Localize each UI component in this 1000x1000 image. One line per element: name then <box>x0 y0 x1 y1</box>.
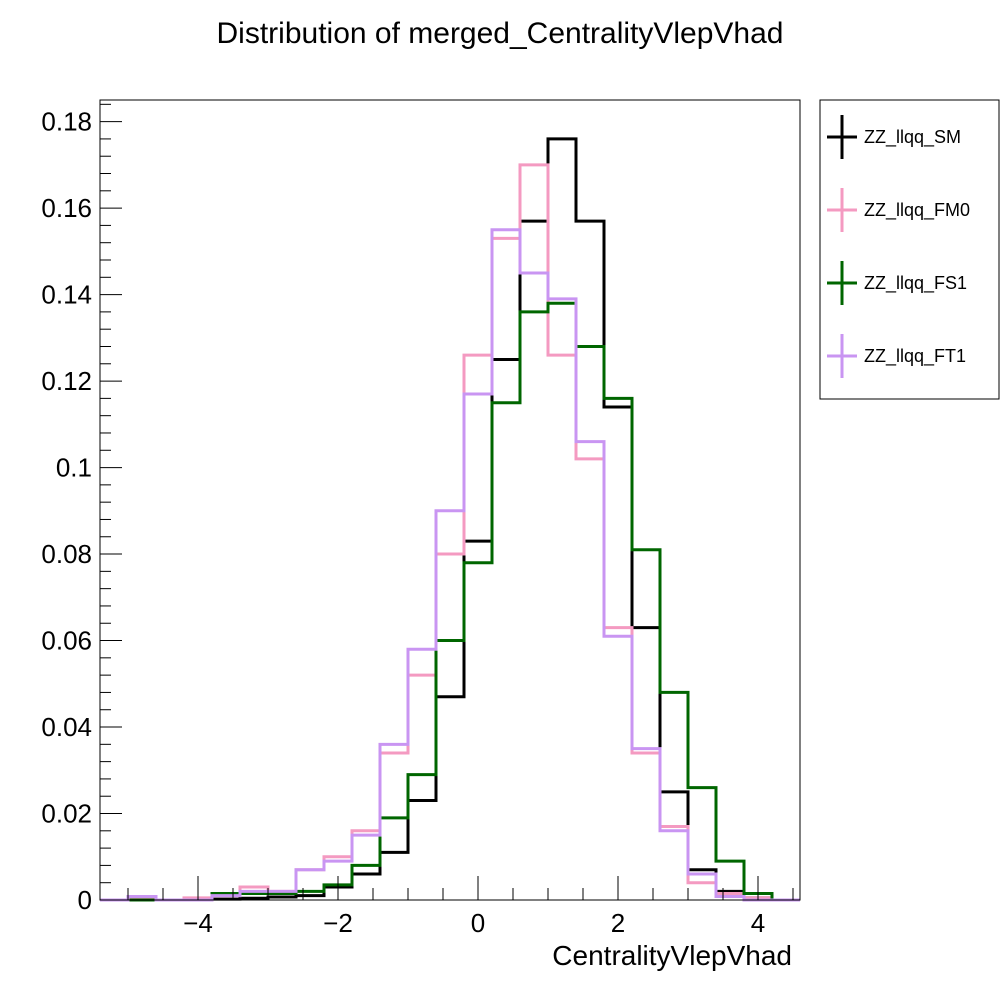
x-tick-label: −4 <box>183 908 213 938</box>
y-tick-label: 0.06 <box>41 626 92 656</box>
x-tick-label: 0 <box>471 908 485 938</box>
y-tick-label: 0.1 <box>56 453 92 483</box>
chart-title: Distribution of merged_CentralityVlepVha… <box>217 17 784 50</box>
series-line-ZZ_llqq_FM0 <box>100 163 800 902</box>
plot-area <box>100 137 800 902</box>
y-tick-label: 0.18 <box>41 107 92 137</box>
legend-entry: ZZ_llqq_FT1 <box>827 334 966 378</box>
legend-label: ZZ_llqq_FT1 <box>864 346 966 367</box>
legend-entry: ZZ_llqq_SM <box>827 115 961 159</box>
y-tick-label: 0.16 <box>41 193 92 223</box>
series-line-ZZ_llqq_SM <box>100 137 800 902</box>
y-tick-label: 0.04 <box>41 712 92 742</box>
series-line-ZZ_llqq_FS1 <box>100 301 800 902</box>
y-tick-label: 0.08 <box>41 539 92 569</box>
legend-entry: ZZ_llqq_FS1 <box>827 261 967 305</box>
axes: 0 0.02 0.04 0.06 0.08 0.1 0.12 0.14 0.16 0.18 −4 −2… <box>41 103 794 938</box>
legend: ZZ_llqq_SM ZZ_llqq_FM0 ZZ_llqq_FS1 ZZ_llqq_… <box>819 99 1000 400</box>
legend-label: ZZ_llqq_SM <box>864 127 961 148</box>
y-tick-label: 0 <box>78 885 92 915</box>
y-tick-label: 0.02 <box>41 799 92 829</box>
x-tick-label: −2 <box>323 908 353 938</box>
x-axis-title: CentralityVlepVhad <box>552 940 792 971</box>
legend-box <box>819 99 1000 400</box>
y-tick-label: 0.14 <box>41 280 92 310</box>
x-tick-label: 4 <box>751 908 765 938</box>
y-tick-label: 0.12 <box>41 366 92 396</box>
series-line-ZZ_llqq_FT1 <box>100 228 800 902</box>
x-tick-label: 2 <box>611 908 625 938</box>
legend-label: ZZ_llqq_FM0 <box>864 200 970 221</box>
legend-entry: ZZ_llqq_FM0 <box>827 188 970 232</box>
legend-label: ZZ_llqq_FS1 <box>864 273 967 294</box>
plot-frame <box>99 99 801 901</box>
